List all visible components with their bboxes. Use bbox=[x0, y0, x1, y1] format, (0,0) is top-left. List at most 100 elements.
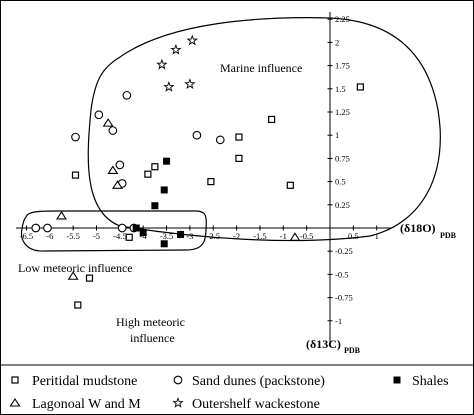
data-point bbox=[43, 223, 52, 233]
data-point bbox=[151, 163, 159, 171]
series-square-open bbox=[71, 83, 364, 309]
y-tick-label: 1 bbox=[335, 130, 339, 140]
annotation-low-meteoric: Low meteoric influence bbox=[18, 261, 133, 275]
series-square-filled bbox=[132, 157, 185, 248]
data-point bbox=[186, 34, 198, 46]
x-tick-label: -6 bbox=[46, 231, 53, 241]
legend-label: Peritidal mudstone bbox=[32, 374, 137, 389]
data-point bbox=[74, 301, 82, 309]
data-point bbox=[108, 126, 118, 135]
legend-label: Sand dunes (packstone) bbox=[192, 374, 325, 389]
legend-marker-shape bbox=[172, 397, 184, 408]
y-tick-label: -1 bbox=[335, 316, 342, 326]
x-tick-label: -2 bbox=[233, 231, 240, 241]
data-point bbox=[112, 180, 124, 189]
legend-triangle-open-icon bbox=[9, 397, 21, 407]
y-axis-title-sub: PDB bbox=[344, 346, 361, 355]
x-tick-label: -3 bbox=[186, 231, 193, 241]
y-tick-label: 2.25 bbox=[335, 14, 350, 24]
y-tick-label: 0.75 bbox=[335, 153, 350, 163]
data-point bbox=[132, 224, 140, 232]
legend-star-open-icon bbox=[172, 397, 184, 408]
y-tick-label: 2 bbox=[335, 37, 339, 47]
data-point bbox=[139, 229, 147, 237]
x-tick-label: -0.5 bbox=[300, 231, 313, 241]
data-point bbox=[163, 157, 171, 165]
y-tick-label: 0.25 bbox=[335, 200, 350, 210]
data-point bbox=[71, 171, 80, 179]
data-point bbox=[156, 58, 168, 70]
x-tick-label: -4.5 bbox=[113, 231, 126, 241]
x-tick-label: -1.5 bbox=[253, 231, 266, 241]
data-point bbox=[268, 115, 276, 124]
legend-marker-shape bbox=[393, 376, 401, 384]
data-point bbox=[31, 223, 41, 233]
legend-label: Outershelf wackestone bbox=[192, 397, 320, 412]
legend-marker-shape bbox=[173, 375, 183, 385]
y-tick-label: -0.25 bbox=[335, 246, 353, 256]
y-tick-label: 1.5 bbox=[335, 84, 346, 94]
data-point bbox=[192, 130, 202, 140]
x-tick-label: -5.5 bbox=[66, 231, 79, 241]
data-point bbox=[184, 78, 196, 89]
data-point bbox=[286, 181, 294, 189]
data-point bbox=[55, 210, 67, 220]
series-circle-open bbox=[31, 90, 225, 233]
data-point bbox=[115, 160, 125, 170]
x-tick-label: -6.5 bbox=[20, 231, 33, 241]
data-point bbox=[170, 43, 182, 55]
data-point bbox=[151, 202, 159, 210]
data-point bbox=[235, 154, 243, 162]
data-point bbox=[94, 110, 104, 120]
legend-square-open-icon bbox=[11, 376, 19, 384]
legend-item-shales: Shales bbox=[393, 374, 449, 389]
data-point bbox=[107, 165, 119, 175]
data-point bbox=[102, 118, 114, 127]
legend-item-peritidal-mudstone: Peritidal mudstone bbox=[11, 374, 137, 389]
y-tick-label: -0.75 bbox=[335, 293, 353, 303]
data-point bbox=[67, 271, 79, 280]
data-point bbox=[122, 90, 132, 100]
legend-square-filled-icon bbox=[393, 376, 401, 384]
marine-influence-zone bbox=[87, 17, 441, 242]
annotation-marine-influence: Marine influence bbox=[220, 61, 302, 75]
legend-circle-open-icon bbox=[173, 375, 183, 385]
data-point bbox=[117, 223, 127, 233]
y-axis-title: (δ13C) PDB bbox=[306, 337, 361, 355]
data-point bbox=[163, 81, 175, 92]
data-point bbox=[289, 232, 301, 241]
data-point bbox=[215, 135, 225, 145]
x-axis-title-sub: PDB bbox=[440, 231, 457, 240]
data-point bbox=[160, 186, 168, 194]
y-tick-label: 1.75 bbox=[335, 61, 350, 71]
legend: Peritidal mudstone Sand dunes (packstone… bbox=[9, 374, 449, 412]
data-points bbox=[31, 34, 364, 309]
series-star-open bbox=[156, 34, 198, 92]
data-point bbox=[71, 132, 80, 142]
data-point bbox=[85, 274, 94, 282]
legend-marker-shape bbox=[11, 376, 19, 384]
data-point bbox=[125, 233, 133, 241]
annotation-high-meteoric-line1: High meteoric bbox=[116, 315, 185, 329]
data-point bbox=[177, 230, 185, 238]
legend-marker-shape bbox=[9, 397, 21, 407]
y-axis-title-main: (δ13C) bbox=[306, 337, 341, 351]
y-tick-label: 1.25 bbox=[335, 107, 350, 117]
x-tick-label: 1 bbox=[375, 231, 379, 241]
data-point bbox=[207, 178, 215, 186]
x-tick-label: 0.5 bbox=[348, 231, 359, 241]
data-point bbox=[144, 170, 152, 178]
x-tick-label: -5 bbox=[93, 231, 100, 241]
data-point bbox=[356, 83, 364, 91]
series-triangle-open bbox=[55, 118, 301, 280]
data-point bbox=[160, 240, 168, 248]
legend-item-lagoonal: Lagonoal W and M bbox=[9, 397, 141, 412]
x-axis-title-main: (δ18O) bbox=[400, 221, 436, 235]
annotation-high-meteoric-line2: influence bbox=[130, 331, 175, 345]
x-tick-label: -1 bbox=[280, 231, 287, 241]
x-tick-label: -2.5 bbox=[207, 231, 220, 241]
x-tick-label: -3.5 bbox=[160, 231, 173, 241]
legend-label: Lagonoal W and M bbox=[32, 397, 141, 412]
legend-item-sand-dunes: Sand dunes (packstone) bbox=[173, 374, 325, 389]
